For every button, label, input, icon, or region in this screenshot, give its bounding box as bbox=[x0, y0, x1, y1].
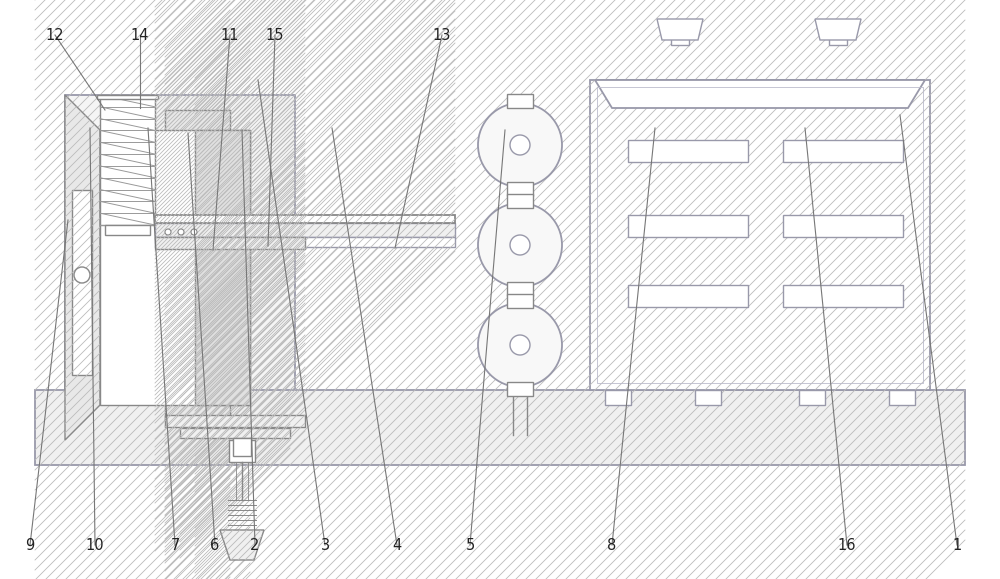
Bar bbox=[233, 438, 251, 456]
Bar bbox=[799, 390, 825, 405]
Circle shape bbox=[510, 335, 530, 355]
Bar bbox=[783, 140, 903, 162]
Text: 9: 9 bbox=[25, 537, 35, 552]
Text: 4: 4 bbox=[392, 537, 402, 552]
Bar bbox=[507, 382, 533, 396]
Circle shape bbox=[510, 235, 530, 255]
Bar bbox=[590, 80, 930, 390]
Text: 6: 6 bbox=[210, 537, 220, 552]
Text: 14: 14 bbox=[131, 27, 149, 42]
Bar bbox=[165, 415, 305, 427]
Text: 13: 13 bbox=[433, 27, 451, 42]
Bar bbox=[155, 237, 305, 249]
Bar bbox=[97, 95, 158, 99]
Bar bbox=[155, 223, 455, 237]
Text: 7: 7 bbox=[170, 537, 180, 552]
Bar bbox=[155, 237, 455, 247]
Circle shape bbox=[74, 267, 90, 283]
Text: 2: 2 bbox=[250, 537, 260, 552]
Circle shape bbox=[191, 229, 197, 235]
Polygon shape bbox=[815, 19, 861, 40]
Circle shape bbox=[478, 303, 562, 387]
Bar bbox=[105, 225, 150, 235]
Bar bbox=[100, 130, 250, 405]
Bar bbox=[829, 20, 847, 45]
Bar bbox=[507, 94, 533, 108]
Bar bbox=[195, 130, 250, 405]
Polygon shape bbox=[657, 19, 703, 40]
Bar bbox=[507, 194, 533, 208]
Bar bbox=[35, 390, 965, 465]
Text: 1: 1 bbox=[952, 537, 962, 552]
Circle shape bbox=[178, 229, 184, 235]
Text: 5: 5 bbox=[465, 537, 475, 552]
Bar bbox=[155, 215, 455, 223]
Bar bbox=[165, 110, 230, 420]
Text: 12: 12 bbox=[46, 27, 64, 42]
Text: 3: 3 bbox=[320, 537, 330, 552]
Polygon shape bbox=[595, 80, 925, 108]
Text: 16: 16 bbox=[838, 537, 856, 552]
Polygon shape bbox=[65, 95, 100, 440]
Bar bbox=[889, 390, 915, 405]
Circle shape bbox=[510, 135, 530, 155]
Bar bbox=[507, 294, 533, 308]
Circle shape bbox=[478, 103, 562, 187]
Polygon shape bbox=[220, 530, 264, 560]
Bar bbox=[507, 182, 533, 196]
Text: 15: 15 bbox=[266, 27, 284, 42]
Bar bbox=[100, 95, 155, 225]
Bar bbox=[628, 140, 748, 162]
Bar bbox=[783, 215, 903, 237]
Bar bbox=[507, 282, 533, 296]
Bar bbox=[605, 390, 631, 405]
Bar bbox=[65, 95, 295, 440]
Text: 10: 10 bbox=[86, 537, 104, 552]
Circle shape bbox=[478, 203, 562, 287]
Text: 8: 8 bbox=[607, 537, 617, 552]
Bar bbox=[628, 285, 748, 307]
Bar bbox=[229, 440, 255, 462]
Bar bbox=[783, 285, 903, 307]
Bar bbox=[671, 20, 689, 45]
Circle shape bbox=[165, 229, 171, 235]
Bar bbox=[597, 87, 923, 383]
Bar bbox=[72, 190, 92, 375]
Bar bbox=[180, 428, 290, 438]
Text: 11: 11 bbox=[221, 27, 239, 42]
Bar bbox=[628, 215, 748, 237]
Bar bbox=[695, 390, 721, 405]
